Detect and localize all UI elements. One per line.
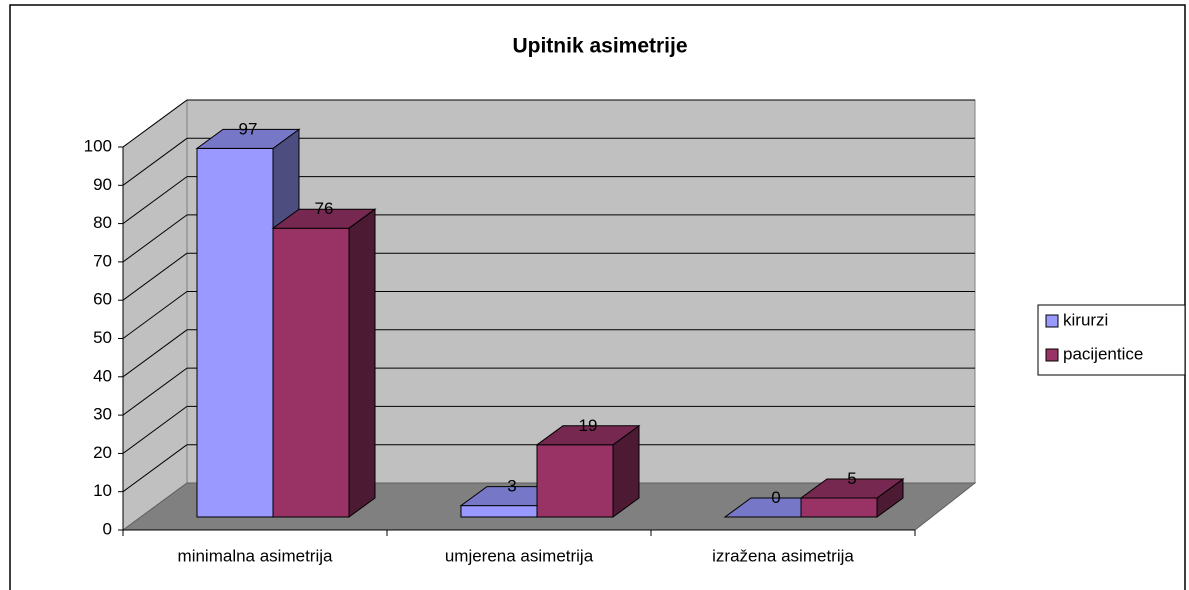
- x-tick-label: umjerena asimetrija: [445, 546, 594, 565]
- y-tick-label: 50: [93, 328, 112, 347]
- legend: [1037, 304, 1186, 376]
- bar: [460, 505, 538, 518]
- bar-top: [271, 208, 377, 229]
- data-label: 5: [847, 469, 856, 488]
- chart-title: Upitnik asimetrije: [512, 35, 687, 58]
- grid-line: [122, 444, 188, 493]
- grid-line: [122, 176, 188, 225]
- y-tick-label: 10: [93, 481, 112, 500]
- grid-line: [122, 214, 188, 263]
- x-tick-label: izražena asimetrija: [712, 546, 854, 565]
- data-label: 3: [507, 477, 516, 496]
- bar: [536, 444, 614, 518]
- y-tick-label: 30: [93, 405, 112, 424]
- bar-top: [535, 425, 641, 446]
- grid-line: [122, 252, 188, 301]
- bar-side: [348, 208, 376, 518]
- bar: [196, 147, 274, 518]
- bar-top: [195, 128, 301, 149]
- grid-line: [122, 329, 188, 378]
- x-tick-label: minimalna asimetrija: [178, 546, 333, 565]
- grid-line: [122, 99, 188, 148]
- bar: [800, 497, 878, 518]
- legend-label: pacijentice: [1063, 344, 1143, 363]
- y-tick-label: 100: [84, 136, 112, 155]
- data-label: 0: [771, 488, 780, 507]
- chart-border: [9, 4, 1186, 590]
- legend-swatch: [1045, 314, 1059, 328]
- y-tick-label: 0: [103, 519, 112, 538]
- legend-label: kirurzi: [1063, 310, 1108, 329]
- y-tick-label: 80: [93, 213, 112, 232]
- legend-swatch: [1045, 348, 1059, 362]
- grid-line: [122, 291, 188, 339]
- data-label: 97: [239, 119, 258, 138]
- bar-top: [799, 478, 905, 499]
- bar: [272, 227, 350, 518]
- y-tick-label: 60: [93, 290, 112, 309]
- y-tick-label: 20: [93, 443, 112, 462]
- grid-line: [122, 137, 188, 186]
- y-tick-label: 40: [93, 366, 112, 385]
- y-tick-label: 90: [93, 175, 112, 194]
- data-label: 76: [315, 199, 334, 218]
- y-tick-label: 70: [93, 251, 112, 270]
- data-label: 19: [579, 416, 598, 435]
- grid-line: [122, 405, 188, 454]
- grid-line: [122, 367, 188, 416]
